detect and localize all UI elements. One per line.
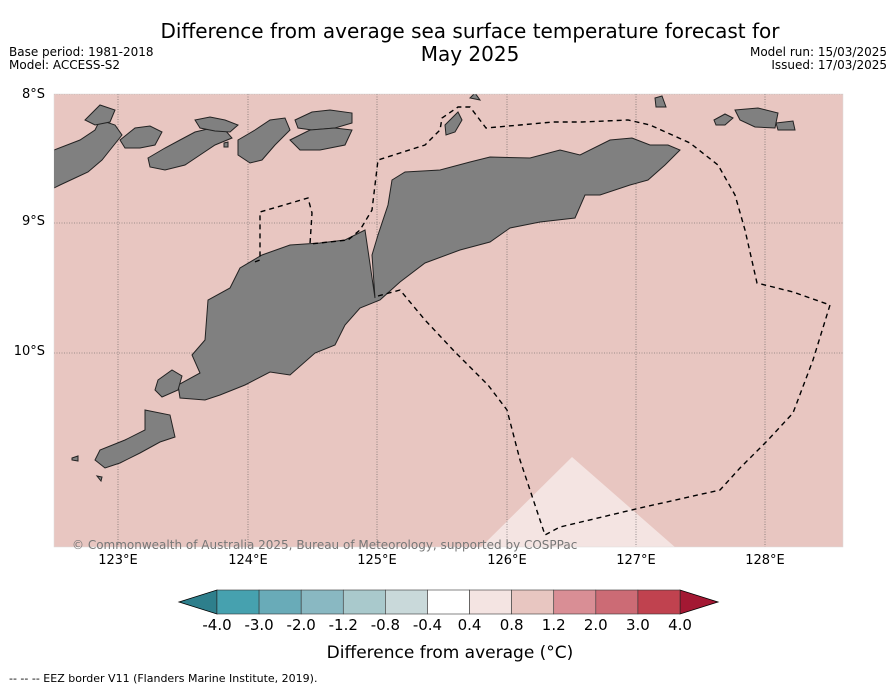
land-alor [119, 125, 163, 149]
colorbar-segment [385, 589, 428, 615]
lon-label-124e: 124°E [228, 553, 268, 568]
land-islet-11 [95, 475, 103, 483]
colorbar-segment [258, 589, 302, 615]
colorbar-tick-label: 1.2 [541, 616, 566, 634]
colorbar-segment [511, 589, 555, 615]
land-wetar [237, 117, 291, 164]
colorbar-extend-low [177, 589, 218, 615]
lon-label-123e: 123°E [98, 553, 138, 568]
colorbar-segment [427, 589, 470, 615]
colorbar-tick-label: -0.8 [370, 616, 400, 634]
colorbar-segment [216, 589, 260, 615]
map-area [54, 94, 843, 547]
colorbar-segment [595, 589, 639, 615]
colorbar-tick-label: -0.4 [412, 616, 443, 634]
colorbar-tick-label: -4.0 [202, 616, 232, 634]
colorbar-segment [469, 589, 512, 615]
colorbar-tick-label: -2.0 [286, 616, 316, 634]
lat-label-8s: 8°S [21, 87, 45, 102]
land-flores [54, 119, 123, 189]
anomaly-patch [481, 457, 675, 547]
land-savu [154, 369, 183, 398]
copyright-credit: © Commonwealth of Australia 2025, Bureau… [72, 538, 578, 552]
colorbar-tick-label: 2.0 [583, 616, 608, 634]
colorbar-tick-label: -1.2 [328, 616, 358, 634]
land-islet-5 [468, 94, 482, 101]
colorbar-segment [553, 589, 597, 615]
eez-legend: -- -- -- EEZ border V11 (Flanders Marine… [9, 672, 318, 685]
model-run: Model run: 15/03/2025 [749, 45, 887, 59]
colorbar-tick-label: -3.0 [244, 616, 274, 634]
colorbar-tick-label: 4.0 [668, 616, 692, 634]
land-islet-7 [713, 113, 734, 126]
colorbar-segment [300, 589, 344, 615]
map-frame [53, 93, 844, 548]
colorbar-title: Difference from average (°C) [326, 643, 574, 663]
land-islet-12 [223, 141, 229, 148]
land-timor [177, 137, 681, 401]
land-rote [94, 409, 176, 469]
land-islet-1 [194, 116, 239, 133]
land-flores-west [84, 104, 116, 126]
land-islet-3 [289, 127, 353, 151]
lat-label-10s: 10°S [13, 344, 45, 359]
model-name: Model: ACCESS-S2 [9, 58, 121, 72]
lon-label-127e: 127°E [616, 553, 656, 568]
meta-right: Model run: 15/03/2025 Issued: 17/03/2025 [750, 46, 887, 72]
land [54, 94, 796, 483]
land-pantar [147, 127, 233, 171]
meta-left: Base period: 1981-2018 Model: ACCESS-S2 [9, 46, 154, 72]
lon-label-126e: 126°E [487, 553, 527, 568]
lon-label-125e: 125°E [357, 553, 397, 568]
land-islet-8 [734, 107, 779, 129]
colorbar-segment [637, 589, 681, 615]
lat-label-9s: 9°S [21, 214, 45, 229]
land-islet-10 [71, 455, 79, 462]
colorbar [177, 589, 720, 615]
colorbar-tick-label: 0.4 [457, 616, 482, 634]
eez-border [251, 106, 831, 537]
base-period: Base period: 1981-2018 [9, 45, 154, 59]
title-line-1: Difference from average sea surface temp… [160, 19, 780, 43]
title-line-2: May 2025 [420, 42, 520, 66]
land-islet-9 [775, 120, 796, 131]
map-title: Difference from average sea surface temp… [120, 20, 820, 66]
colorbar-tick-label: 0.8 [499, 616, 524, 634]
land-islet-2 [294, 109, 353, 131]
colorbar-segment [342, 589, 386, 615]
lon-label-128e: 128°E [745, 553, 785, 568]
colorbar-tick-label: 3.0 [625, 616, 650, 634]
land-islet-6 [654, 95, 667, 108]
colorbar-extend-high [679, 589, 720, 615]
issued-date: Issued: 17/03/2025 [771, 58, 887, 72]
land-islet-4 [444, 111, 463, 136]
